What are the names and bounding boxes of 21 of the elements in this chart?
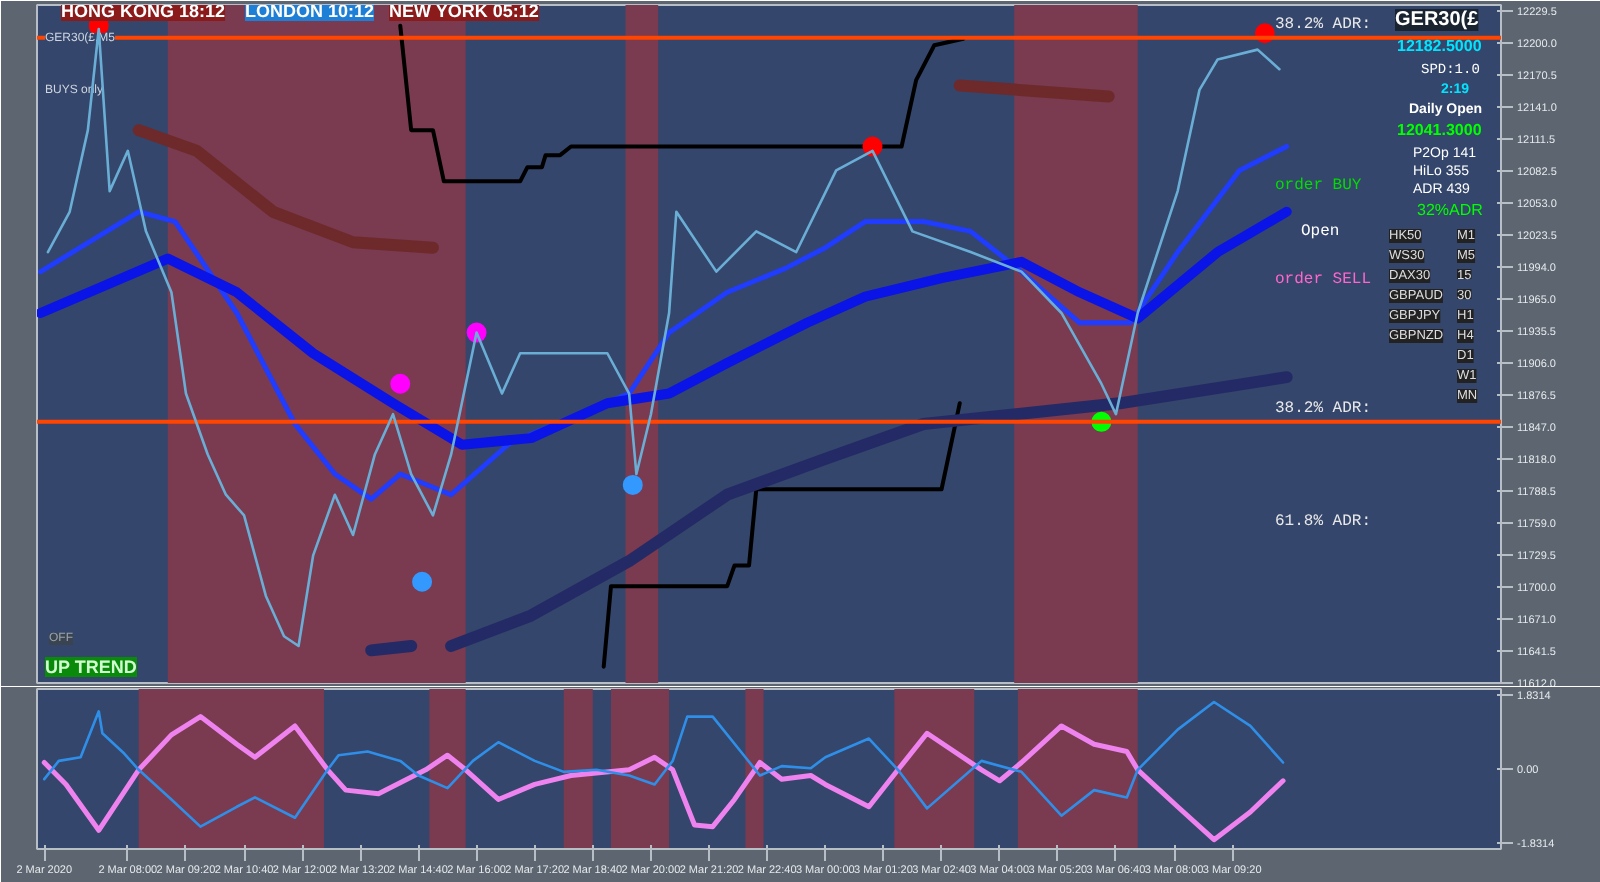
- annotation: 12182.5000: [1397, 37, 1483, 55]
- annotation: NEW YORK 05:12: [389, 1, 539, 21]
- annotation: order BUY: [1275, 177, 1362, 195]
- annotation: Open: [1301, 223, 1340, 241]
- annotation: UP TREND: [45, 657, 138, 677]
- annotation: LONDON 10:12: [245, 1, 375, 21]
- annotation: 32%ADR: [1417, 201, 1484, 219]
- point: [412, 571, 433, 592]
- ref-line-label: 38.2% ADR:: [1275, 399, 1372, 418]
- line-series: [601, 401, 962, 669]
- line-series: [42, 700, 1285, 828]
- annotation: 61.8% ADR:: [1275, 513, 1372, 531]
- point: [622, 474, 643, 495]
- annotation: HONG KONG 18:12: [61, 1, 226, 21]
- annotation: 12041.3000: [1397, 121, 1483, 139]
- line-series: [398, 23, 966, 184]
- ref-line-label: 38.2% ADR:: [1275, 15, 1372, 34]
- point: [390, 373, 411, 394]
- annotation: order SELL: [1275, 271, 1372, 289]
- annotation: GER30(£: [1395, 9, 1480, 31]
- line-series: [41, 714, 1286, 843]
